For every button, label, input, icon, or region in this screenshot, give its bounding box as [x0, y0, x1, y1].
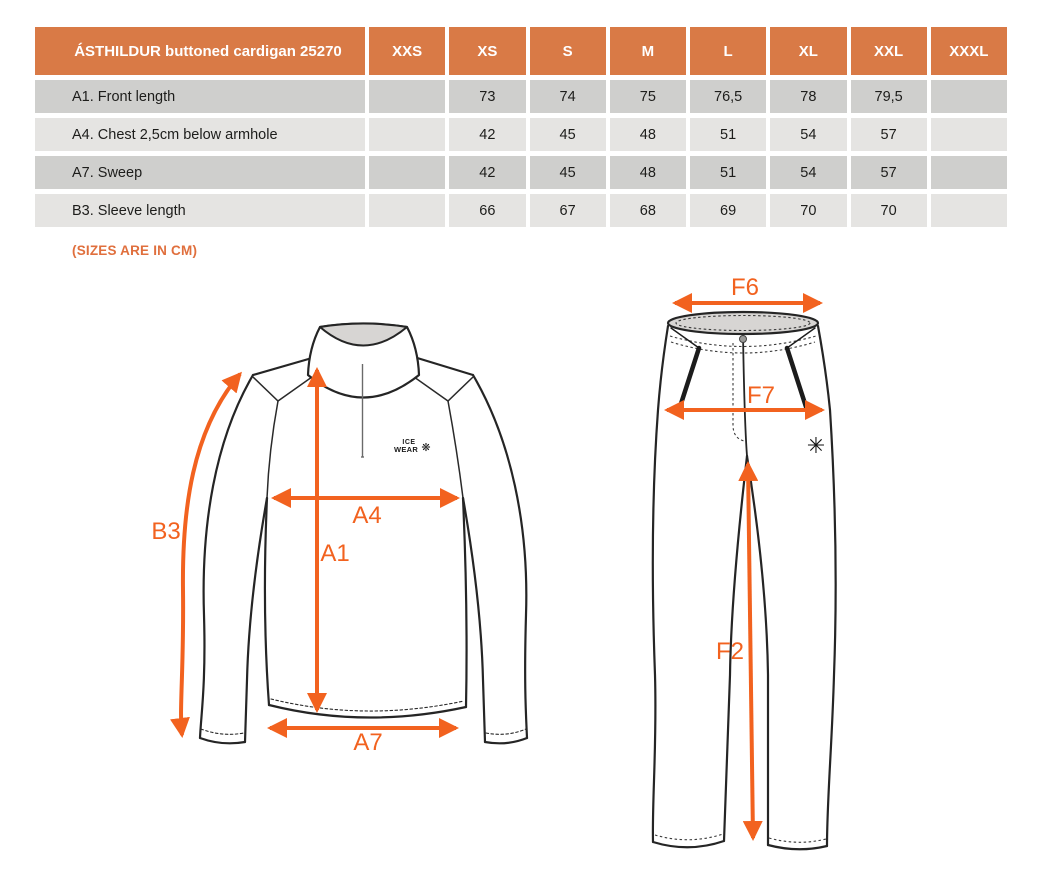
table-cell: [369, 118, 446, 151]
size-header-xs: XS: [449, 27, 526, 75]
table-cell: [930, 80, 1007, 113]
icewear-logo: ICE WEAR ❋: [394, 439, 431, 454]
table-cell: 51: [690, 118, 767, 151]
table-cell: 45: [529, 118, 606, 151]
sweater-outline: [198, 355, 529, 745]
row-label: A1. Front length: [35, 80, 365, 113]
row-label: B3. Sleeve length: [35, 194, 365, 227]
table-cell: [369, 80, 446, 113]
table-cell: [930, 118, 1007, 151]
b3-label: B3: [151, 518, 180, 545]
a4-label: A4: [352, 502, 381, 529]
snowflake-icon: ❋: [421, 442, 430, 454]
size-header-xxxl: XXXL: [930, 27, 1007, 75]
size-header-xxs: XXS: [369, 27, 446, 75]
size-header-l: L: [690, 27, 767, 75]
sweater-measure-arrows: [170, 367, 460, 738]
pants-measure-arrows: [664, 293, 825, 841]
f7-label: F7: [747, 382, 775, 409]
table-cell: 57: [850, 156, 927, 189]
f2-label: F2: [716, 638, 744, 665]
table-cell: 79,5: [850, 80, 927, 113]
pants-measurement-diagram: ✳ F6 F7 F2: [651, 275, 837, 851]
table-cell: [369, 194, 446, 227]
size-header-m: M: [609, 27, 686, 75]
logo-text-ice: ICE: [402, 439, 415, 446]
a7-label: A7: [353, 729, 382, 756]
size-header-xxl: XXL: [850, 27, 927, 75]
size-header-s: S: [529, 27, 606, 75]
table-cell: [369, 156, 446, 189]
table-cell: 74: [529, 80, 606, 113]
size-table: ÁSTHILDUR buttoned cardigan 25270 XXS XS…: [35, 27, 1007, 227]
table-cell: 68: [609, 194, 686, 227]
sizes-in-cm-note: (SIZES ARE IN CM): [72, 243, 198, 258]
b3-arrow: [170, 371, 242, 738]
sweater-collar: [306, 322, 421, 458]
table-cell: [930, 194, 1007, 227]
table-cell: 75: [609, 80, 686, 113]
table-cell: 42: [449, 156, 526, 189]
table-cell: [930, 156, 1007, 189]
table-cell: 76,5: [690, 80, 767, 113]
snowflake-icon: ✳: [807, 433, 825, 458]
table-cell: 51: [690, 156, 767, 189]
table-cell: 73: [449, 80, 526, 113]
pants-outline: [651, 310, 837, 851]
row-label: A4. Chest 2,5cm below armhole: [35, 118, 365, 151]
waist-button: [739, 335, 747, 343]
table-cell: 70: [850, 194, 927, 227]
table-cell: 45: [529, 156, 606, 189]
table-cell: 69: [690, 194, 767, 227]
f2-arrow: [738, 461, 763, 841]
table-cell: 42: [449, 118, 526, 151]
table-cell: 66: [449, 194, 526, 227]
size-header-xl: XL: [770, 27, 847, 75]
cardigan-measurement-diagram: ICE WEAR ❋ B3 A4 A1 A7: [151, 322, 529, 756]
a1-label: A1: [320, 540, 349, 567]
table-cell: 48: [609, 118, 686, 151]
logo-text-wear: WEAR: [394, 445, 418, 454]
table-cell: 54: [770, 118, 847, 151]
table-cell: 48: [609, 156, 686, 189]
f6-label: F6: [731, 275, 759, 301]
table-cell: 67: [529, 194, 606, 227]
table-title: ÁSTHILDUR buttoned cardigan 25270: [35, 27, 365, 75]
table-cell: 57: [850, 118, 927, 151]
table-cell: 78: [770, 80, 847, 113]
table-cell: 70: [770, 194, 847, 227]
table-cell: 54: [770, 156, 847, 189]
row-label: A7. Sweep: [35, 156, 365, 189]
pants-seams: [654, 314, 827, 843]
